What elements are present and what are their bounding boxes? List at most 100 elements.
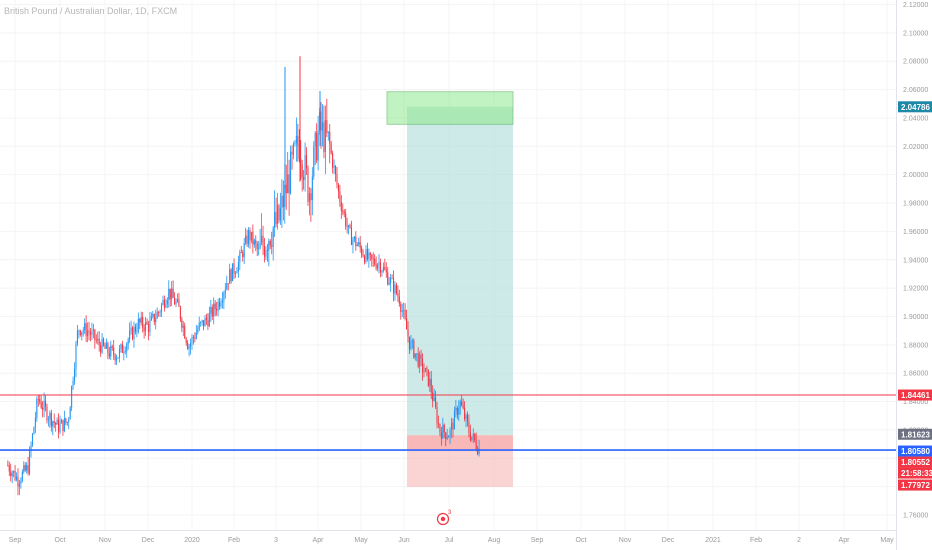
candle-body-up xyxy=(458,408,460,415)
candle-body-down xyxy=(339,191,341,203)
candle-body-down xyxy=(114,354,116,361)
candle-body-down xyxy=(469,432,471,440)
time-tick-label: Jun xyxy=(398,537,409,544)
candle-body-down xyxy=(430,378,432,393)
candle-body-down xyxy=(7,465,9,467)
candle-body-down xyxy=(95,340,97,341)
candle-body-down xyxy=(443,424,445,433)
candle-body-up xyxy=(18,483,20,487)
candle-body-up xyxy=(281,195,283,208)
candle-body-up xyxy=(92,329,94,331)
candle-body-up xyxy=(377,264,379,269)
candle-body-up xyxy=(365,249,367,263)
candle-body-up xyxy=(175,301,177,305)
candle-body-up xyxy=(130,327,132,331)
candle-body-down xyxy=(111,346,113,348)
candle-body-up xyxy=(123,352,125,353)
price-label-box xyxy=(898,389,932,401)
candle-body-down xyxy=(42,407,44,410)
price-label-box xyxy=(898,479,932,491)
candle-body-up xyxy=(324,120,326,152)
candle-body-up xyxy=(11,472,13,477)
candle-body-down xyxy=(158,312,160,313)
candle-body-down xyxy=(65,418,67,423)
candle-body-up xyxy=(68,419,70,423)
candle-body-up xyxy=(23,465,25,472)
candle-body-up xyxy=(472,433,474,437)
candle-body-down xyxy=(178,299,180,307)
candle-body-down xyxy=(147,324,150,332)
candle-body-up xyxy=(210,307,212,314)
candle-body-down xyxy=(262,235,264,247)
candle-body-down xyxy=(230,269,232,281)
candle-body-up xyxy=(304,155,306,180)
price-label-box xyxy=(898,467,932,479)
candle-body-down xyxy=(179,306,181,320)
candle-body-down xyxy=(372,258,374,260)
candle-body-up xyxy=(76,330,78,344)
candle-body-up xyxy=(411,340,413,342)
candle-body-down xyxy=(468,421,470,433)
candle-body-up xyxy=(176,299,179,302)
candle-body-up xyxy=(268,240,270,251)
candle-body-up xyxy=(149,320,151,332)
candle-body-down xyxy=(194,337,196,339)
candle-body-down xyxy=(345,213,347,227)
price-tick-label: 1.84000 xyxy=(903,399,928,406)
price-tick-label: 1.96000 xyxy=(903,229,928,236)
price-tick-label: 2.12000 xyxy=(903,2,928,9)
price-label-box xyxy=(898,428,932,440)
time-tick-label: Feb xyxy=(228,537,240,544)
candle-body-down xyxy=(340,202,342,211)
time-axis[interactable]: Sep Oct Nov Dec 2020 Feb 3 Apr May Jun Jul Aug Sep Oc… xyxy=(0,530,896,545)
candle-body-up xyxy=(321,122,324,131)
candle-body-up xyxy=(403,310,405,311)
candle-body-down xyxy=(14,471,16,480)
candle-body-down xyxy=(369,252,371,255)
target-rectangle[interactable] xyxy=(386,91,514,125)
candle-body-down xyxy=(426,368,428,370)
candle-body-down xyxy=(146,321,148,325)
candle-body-down xyxy=(303,177,305,180)
candle-body-up xyxy=(378,262,380,265)
candle-body-up xyxy=(265,250,267,257)
candle-body-down xyxy=(439,424,441,433)
candle-body-up xyxy=(217,301,219,311)
time-tick-label: Jul xyxy=(445,537,454,544)
candle-body-down xyxy=(330,143,332,154)
candle-body-up xyxy=(234,273,237,275)
price-tick-label: 2.06000 xyxy=(903,87,928,94)
candle-body-up xyxy=(229,269,231,284)
horizontal-lines[interactable] xyxy=(0,394,896,451)
candle-body-down xyxy=(10,471,12,477)
candle-body-down xyxy=(85,323,87,337)
candle-body-down xyxy=(271,245,273,247)
candle-body-up xyxy=(60,419,63,424)
candle-body-down xyxy=(240,252,242,254)
candle-body-down xyxy=(88,330,90,333)
candle-body-down xyxy=(427,369,429,386)
candle-body-up xyxy=(82,330,84,332)
price-axis[interactable]: 2.12000 2.10000 2.08000 2.06000 2.04000 2.020… xyxy=(896,0,929,550)
candle-body-down xyxy=(385,269,387,273)
candle-body-up xyxy=(213,303,215,317)
candle-body-up xyxy=(84,323,86,331)
candle-body-down xyxy=(108,353,110,357)
candle-body-up xyxy=(78,330,80,332)
time-tick-label: Sep xyxy=(9,537,22,544)
candle-body-down xyxy=(256,243,258,249)
candle-body-down xyxy=(461,401,463,406)
candle-body-down xyxy=(310,193,312,201)
candle-body-down xyxy=(263,246,266,257)
candle-body-down xyxy=(375,264,377,269)
candle-body-down xyxy=(291,151,293,155)
profit-zone[interactable] xyxy=(407,106,513,436)
candle-body-up xyxy=(36,399,38,418)
candle-body-down xyxy=(300,158,302,165)
candle-body-up xyxy=(243,243,245,258)
candle-body-up xyxy=(239,252,241,263)
event-marker[interactable]: 3 xyxy=(436,510,453,526)
time-tick-label: Feb xyxy=(750,537,762,544)
candle-body-up xyxy=(31,434,34,445)
